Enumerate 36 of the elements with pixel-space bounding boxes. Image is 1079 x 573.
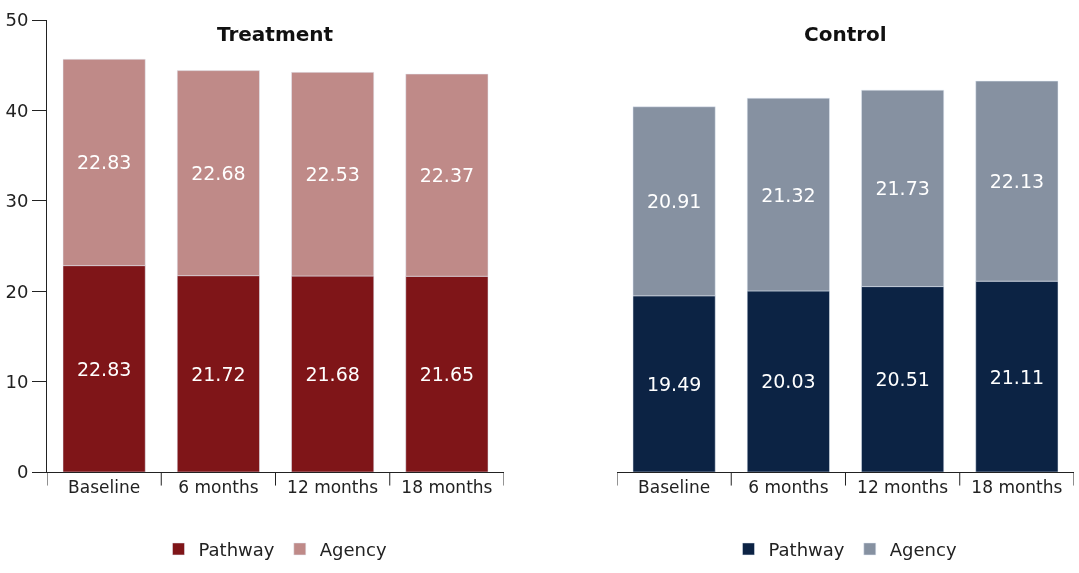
chart-title: Control [804, 22, 887, 46]
y-tick-label: 50 [5, 9, 29, 31]
data-label: 22.83 [76, 357, 132, 380]
data-label: 20.03 [761, 370, 816, 393]
legend-label: Agency [319, 538, 387, 560]
data-label: 19.49 [646, 372, 702, 395]
x-tick-label: 6 months [748, 477, 829, 498]
y-tick-label: 20 [5, 280, 29, 302]
data-label: 22.37 [419, 164, 475, 187]
data-label: 21.68 [305, 363, 360, 386]
y-tick-label: 30 [5, 190, 29, 212]
legend-label: Pathway [768, 538, 845, 560]
data-label: 22.53 [305, 163, 360, 186]
data-label: 22.13 [989, 170, 1045, 193]
y-tick-label: 10 [5, 370, 29, 392]
data-label: 20.51 [875, 368, 930, 391]
y-tick-label: 40 [5, 99, 29, 121]
data-label: 20.91 [646, 190, 702, 213]
legend-label: Pathway [198, 538, 275, 560]
x-tick-label: 12 months [857, 477, 949, 498]
chart-title: Treatment [217, 22, 334, 46]
data-label: 22.68 [191, 162, 246, 185]
data-label: 22.83 [76, 151, 132, 174]
x-tick-label: 18 months [401, 477, 493, 498]
y-tick-label: 0 [16, 461, 29, 483]
data-label: 21.65 [419, 363, 475, 386]
data-label: 21.73 [875, 177, 930, 200]
x-tick-label: Baseline [638, 477, 711, 498]
data-label: 21.11 [989, 365, 1045, 388]
x-tick-label: 6 months [178, 477, 259, 498]
data-label: 21.72 [191, 362, 246, 385]
legend-label: Agency [889, 538, 957, 560]
data-label: 21.32 [761, 183, 816, 206]
x-tick-label: Baseline [68, 477, 141, 498]
x-tick-label: 18 months [971, 477, 1063, 498]
x-tick-label: 12 months [287, 477, 379, 498]
